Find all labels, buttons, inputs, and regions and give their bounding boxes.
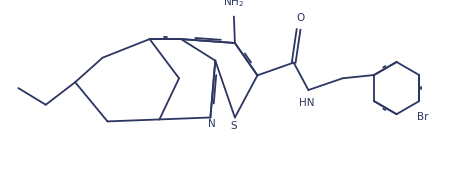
Text: S: S — [230, 121, 237, 130]
Text: NH$_2$: NH$_2$ — [224, 0, 245, 9]
Text: HN: HN — [299, 98, 315, 108]
Text: Br: Br — [417, 112, 429, 122]
Text: O: O — [297, 13, 305, 23]
Text: N: N — [208, 119, 216, 129]
